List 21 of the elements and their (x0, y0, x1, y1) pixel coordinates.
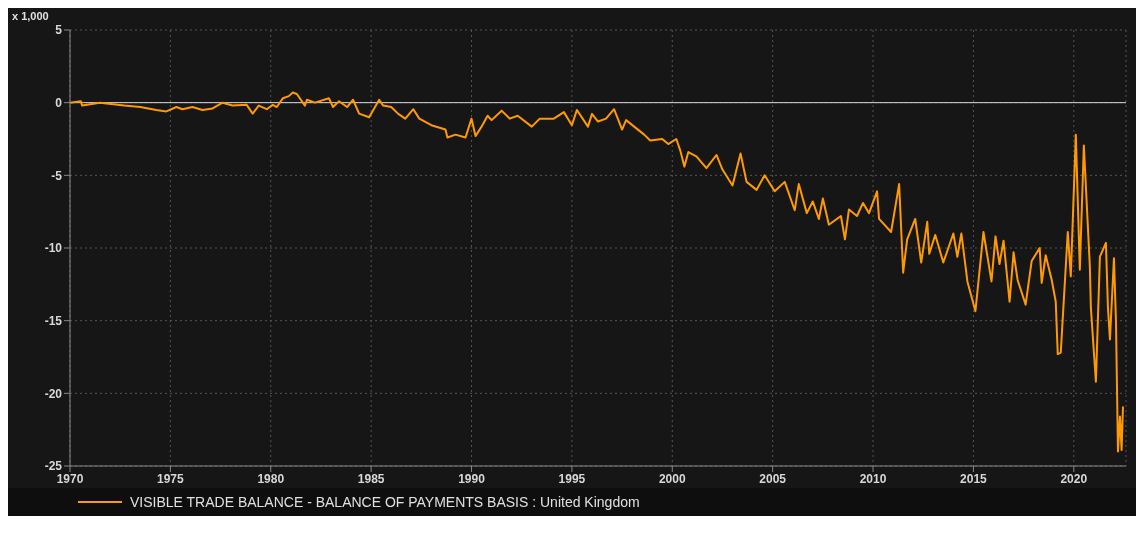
legend-label: VISIBLE TRADE BALANCE - BALANCE OF PAYMENTS BASIS : United Kingdom (130, 494, 640, 510)
x-tick-label: 1975 (157, 471, 185, 486)
y-axis-title: x 1,000 (12, 10, 49, 22)
x-tick-label: 1970 (56, 471, 84, 486)
line-series (70, 91, 1124, 453)
y-tick-label: 5 (55, 23, 63, 38)
y-tick-label: -5 (51, 168, 63, 183)
x-tick-label: 1990 (458, 471, 486, 486)
x-tick-label: 1980 (257, 471, 285, 486)
x-tick-label: 2020 (1060, 471, 1088, 486)
y-tick-label: -15 (44, 313, 63, 328)
x-tick-label: 1995 (558, 471, 586, 486)
x-tick-label: 2005 (759, 471, 787, 486)
y-tick-label: -25 (44, 459, 63, 474)
y-tick-label: 0 (55, 95, 63, 110)
x-tick-label: 2015 (960, 471, 988, 486)
x-tick-label: 2010 (859, 471, 887, 486)
x-tick-label: 2000 (658, 471, 686, 486)
x-tick-label: 1985 (357, 471, 385, 486)
y-tick-label: -20 (44, 386, 63, 401)
y-tick-label: -10 (44, 241, 63, 256)
